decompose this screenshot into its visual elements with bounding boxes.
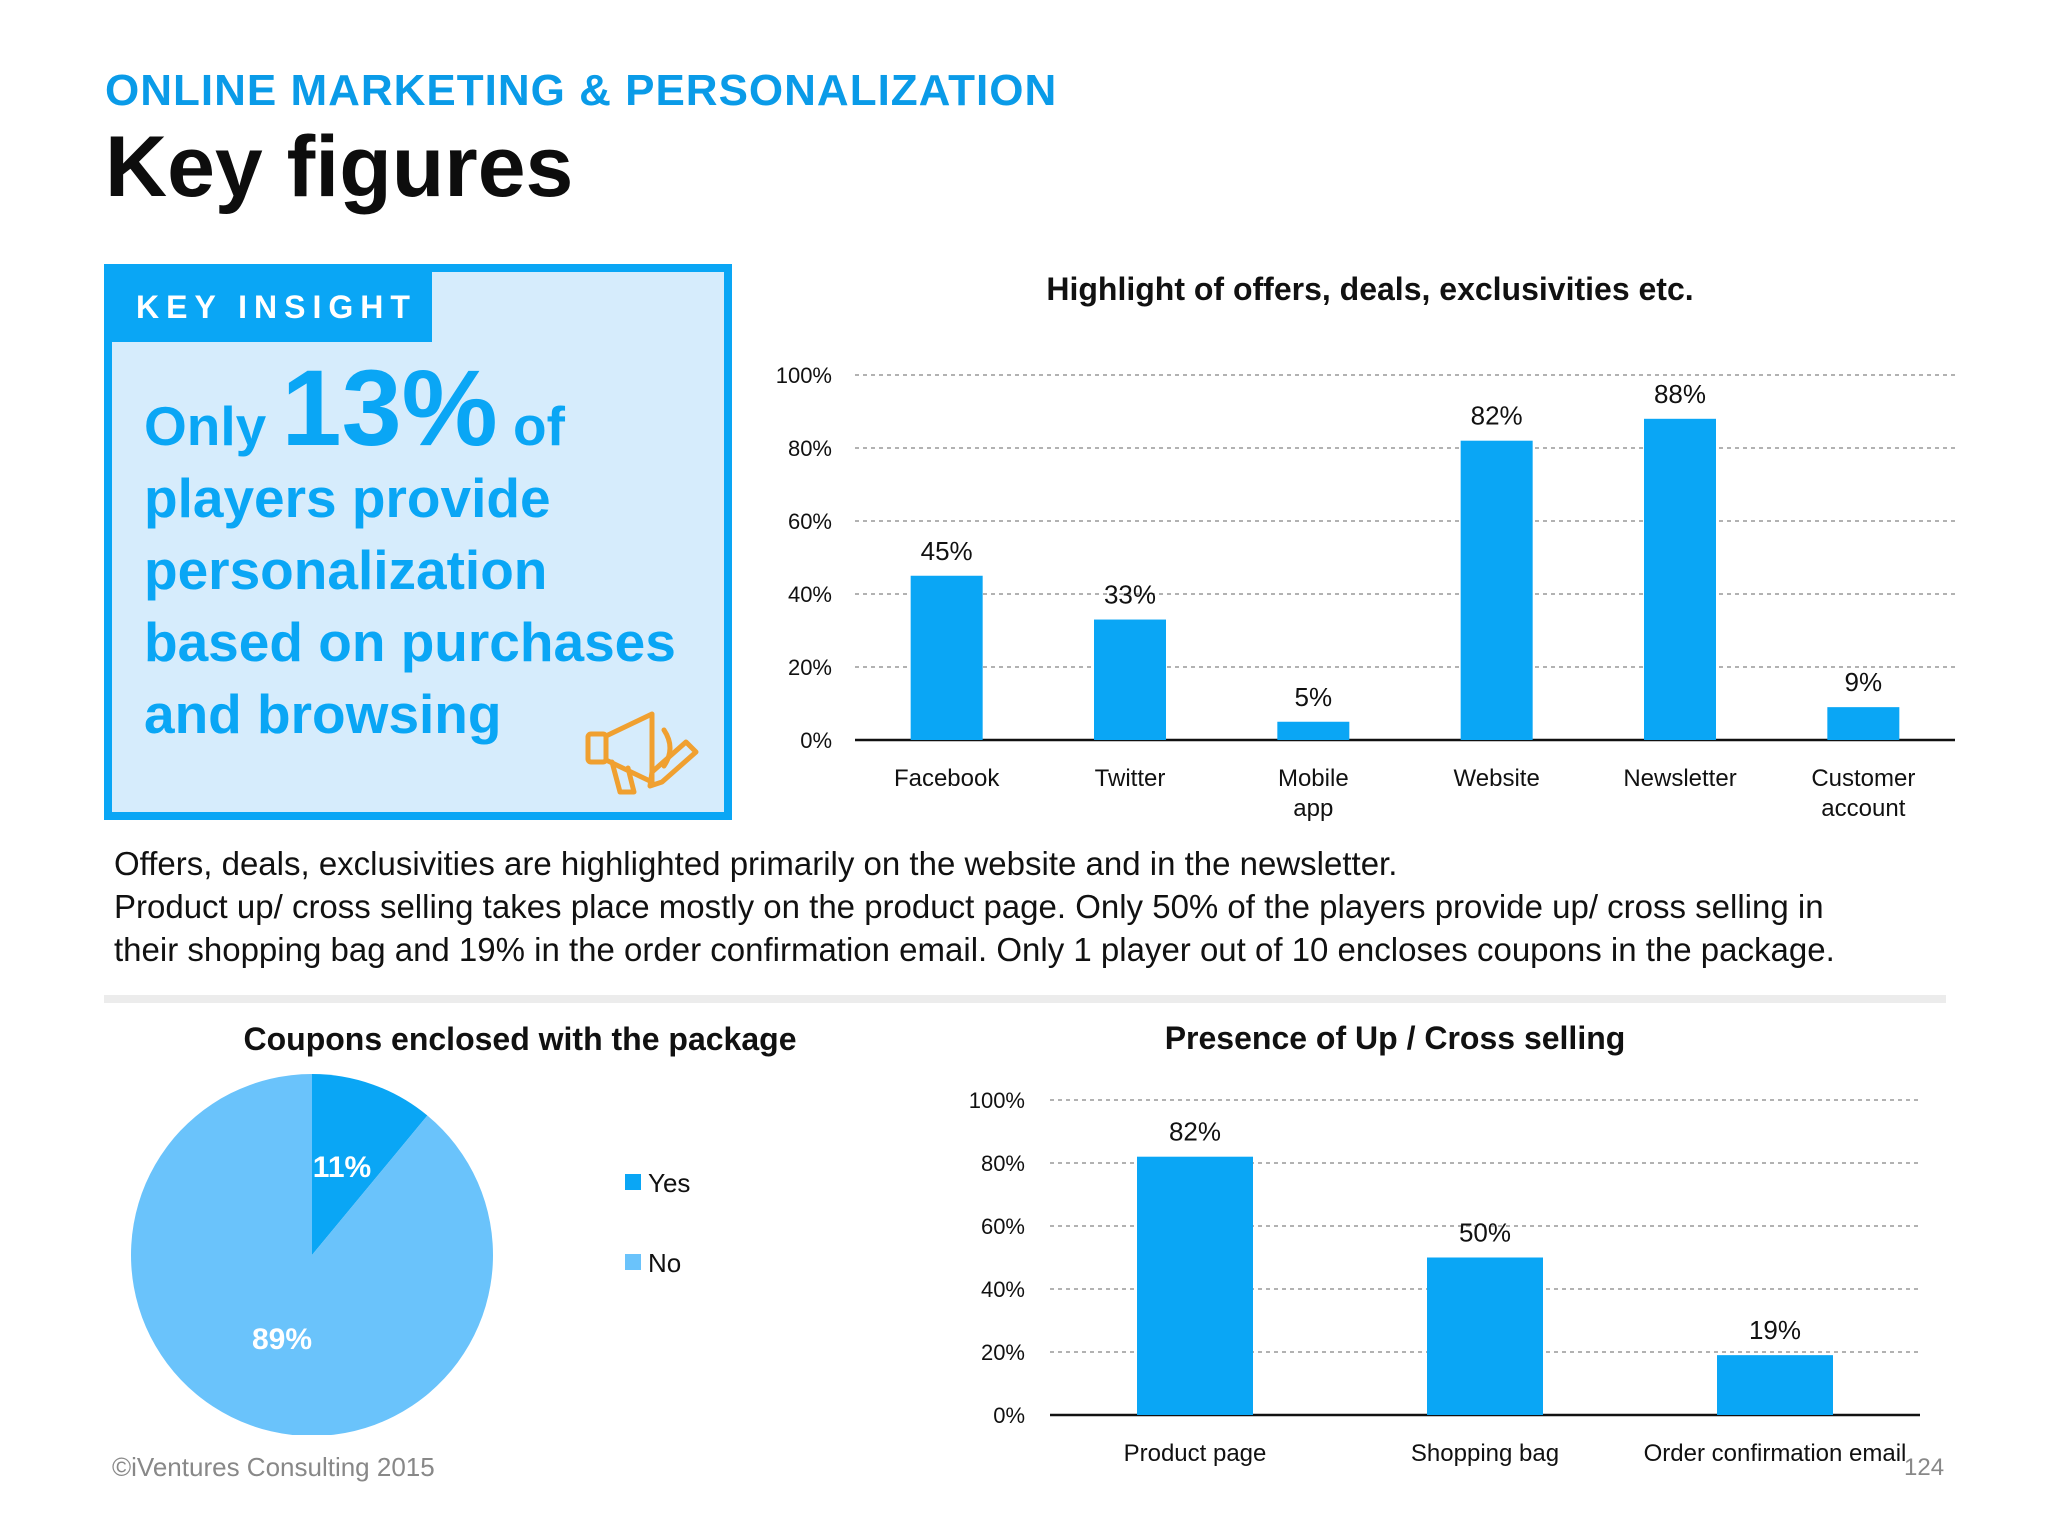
offers-bar-chart: Highlight of offers, deals, exclusivitie… (760, 262, 1960, 832)
upcross-chart-y-tick-label: 80% (981, 1151, 1025, 1176)
offers-bar-chart-svg: Highlight of offers, deals, exclusivitie… (776, 271, 1955, 822)
offers-chart-data-label: 45% (921, 536, 973, 566)
offers-chart-data-label: 82% (1471, 401, 1523, 431)
upcross-chart-y-tick-label: 0% (993, 1403, 1025, 1428)
offers-chart-bar (1827, 707, 1900, 740)
legend-label-yes: Yes (648, 1168, 690, 1198)
pie-slice-yes (312, 1074, 428, 1255)
upcross-chart-category-label: Shopping bag (1411, 1440, 1559, 1467)
offers-chart-data-label: 88% (1654, 379, 1706, 409)
summary-line-3: their shopping bag and 19% in the order … (114, 931, 1835, 968)
key-insight-text: Only 13% of players provide personalizat… (144, 354, 714, 750)
upcross-chart-y-tick-label: 100% (969, 1088, 1025, 1113)
section-divider (104, 995, 1946, 1003)
page-title: Key figures (105, 119, 574, 215)
legend-label-no: No (648, 1248, 681, 1278)
insight-line-4: based on purchases (144, 611, 676, 673)
coupons-pie-chart-svg: Coupons enclosed with the package 11% 89% Y… (131, 1021, 797, 1436)
insight-suffix: of (512, 395, 565, 457)
summary-line-2: Product up/ cross selling takes place mo… (114, 888, 1824, 925)
summary-line-1: Offers, deals, exclusivities are highlig… (114, 845, 1398, 882)
upcross-chart-data-label: 82% (1169, 1117, 1221, 1147)
offers-chart-y-tick-label: 100% (776, 363, 832, 388)
upcross-chart-category-label: Product page (1124, 1440, 1267, 1467)
legend-swatch-no (625, 1254, 641, 1270)
offers-chart-bar (1094, 619, 1166, 740)
section-subtitle: ONLINE MARKETING & PERSONALIZATION (105, 66, 1058, 115)
pie-data-label: 11% (313, 1151, 371, 1184)
upcross-chart-bar (1427, 1257, 1543, 1415)
offers-chart-category-label: Twitter (1095, 765, 1166, 792)
insight-line-2: players provide (144, 467, 551, 529)
offers-chart-data-label: 33% (1104, 580, 1156, 610)
key-insight-box: KEY INSIGHT Only 13% of players provide … (104, 264, 732, 820)
upcross-chart-y-tick-label: 60% (981, 1214, 1025, 1239)
key-insight-tag: KEY INSIGHT (112, 272, 432, 342)
upcross-chart-category-label: Order confirmation email (1644, 1440, 1907, 1467)
offers-chart-bar (1460, 440, 1533, 740)
offers-chart-y-tick-label: 0% (800, 728, 832, 753)
offers-chart-category-label: Mobile (1278, 765, 1349, 792)
upcross-chart-bar (1137, 1156, 1253, 1415)
pie-slice-no (131, 1074, 494, 1436)
upcross-chart-data-label: 19% (1749, 1315, 1801, 1345)
offers-chart-y-tick-label: 20% (788, 655, 832, 680)
pie-data-label: 89% (252, 1323, 312, 1356)
megaphone-icon (585, 711, 699, 795)
insight-line-5: and browsing (144, 683, 502, 745)
copyright-footer: ©iVentures Consulting 2015 (112, 1452, 435, 1482)
page-number: 124 (1904, 1454, 1945, 1481)
offers-chart-y-tick-label: 60% (788, 509, 832, 534)
summary-paragraph: Offers, deals, exclusivities are highlig… (114, 842, 1964, 971)
upcross-chart-title: Presence of Up / Cross selling (1165, 1020, 1626, 1056)
insight-prefix: Only (144, 395, 267, 457)
legend-swatch-yes (625, 1174, 641, 1190)
upcross-chart-bar (1717, 1355, 1833, 1415)
insight-line-3: personalization (144, 539, 548, 601)
offers-chart-title: Highlight of offers, deals, exclusivitie… (1046, 271, 1693, 307)
coupons-chart-title: Coupons enclosed with the package (244, 1021, 797, 1057)
upcross-bar-chart-svg: Presence of Up / Cross selling 0% 20% 40% 60… (969, 1020, 1920, 1467)
upcross-bar-chart: Presence of Up / Cross selling 0% 20% 40% 60… (950, 1015, 1950, 1475)
offers-chart-category-label: Facebook (894, 765, 1000, 792)
offers-chart-bar (1644, 418, 1716, 740)
coupons-pie-chart: Coupons enclosed with the package 11% 89% Y… (120, 1015, 840, 1436)
offers-chart-category-label: Website (1454, 765, 1540, 792)
offers-chart-category-label: Customer (1811, 765, 1915, 792)
offers-chart-data-label: 9% (1845, 667, 1883, 697)
offers-chart-bar (1277, 721, 1350, 740)
upcross-chart-data-label: 50% (1459, 1218, 1511, 1248)
offers-chart-data-label: 5% (1295, 682, 1333, 712)
offers-chart-category-label: app (1293, 795, 1333, 822)
offers-chart-category-label: account (1821, 795, 1905, 822)
offers-chart-bar (910, 575, 983, 740)
upcross-chart-y-tick-label: 20% (981, 1340, 1025, 1365)
offers-chart-y-tick-label: 80% (788, 436, 832, 461)
offers-chart-y-tick-label: 40% (788, 582, 832, 607)
offers-chart-category-label: Newsletter (1623, 765, 1736, 792)
insight-line-1: Only 13% of (144, 354, 714, 462)
insight-highlight: 13% (281, 347, 498, 468)
upcross-chart-y-tick-label: 40% (981, 1277, 1025, 1302)
